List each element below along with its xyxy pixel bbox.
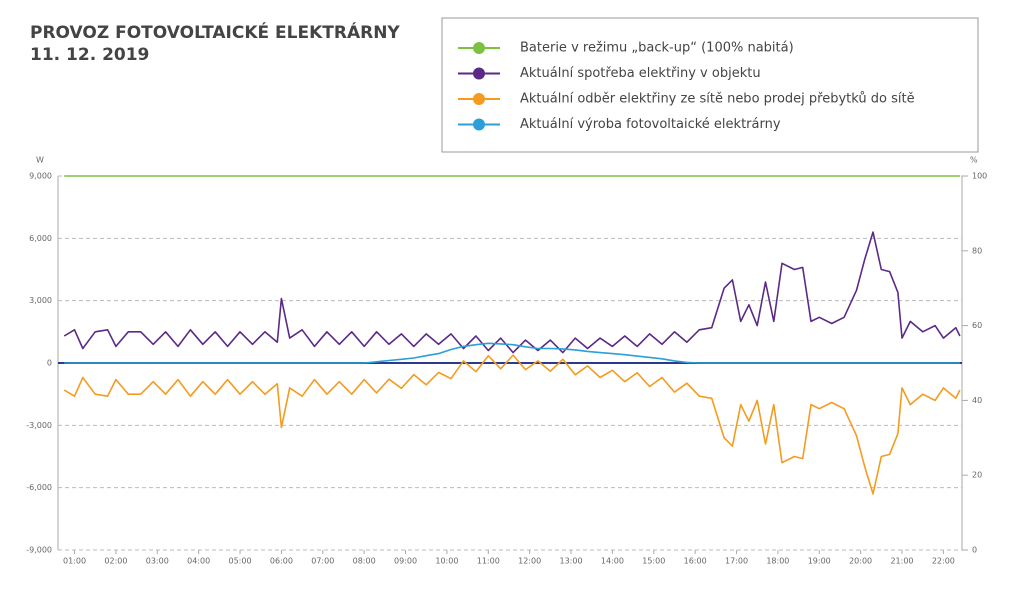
y2-tick-label: 100 — [972, 172, 987, 181]
series-line — [64, 342, 960, 364]
legend-marker — [473, 67, 485, 80]
y2-tick-label: 0 — [972, 546, 977, 555]
chart-subtitle: 11. 12. 2019 — [30, 45, 149, 65]
legend-label: Aktuální výroba fotovoltaické elektrárny — [520, 117, 781, 132]
y-tick-label: 9,000 — [29, 172, 52, 181]
legend-label: Baterie v režimu „back-up“ (100% nabitá) — [520, 41, 794, 56]
x-tick-label: 20:00 — [849, 557, 872, 566]
x-tick-label: 22:00 — [932, 557, 955, 566]
x-tick-label: 18:00 — [766, 557, 789, 566]
x-tick-label: 04:00 — [187, 557, 210, 566]
x-tick-label: 15:00 — [642, 557, 665, 566]
legend-marker — [473, 118, 485, 131]
series-line — [63, 354, 961, 495]
x-tick-label: 14:00 — [601, 557, 624, 566]
y-tick-label: 6,000 — [29, 234, 52, 243]
y2-tick-label: 20 — [972, 471, 982, 480]
y2-axis-label: % — [970, 156, 978, 165]
series-line — [63, 231, 961, 354]
x-tick-label: 16:00 — [684, 557, 707, 566]
y2-tick-label: 80 — [972, 246, 982, 255]
x-tick-label: 05:00 — [229, 557, 252, 566]
y-tick-label: 0 — [47, 359, 52, 368]
y-tick-label: -3,000 — [26, 421, 52, 430]
x-tick-label: 09:00 — [394, 557, 417, 566]
legend-marker — [473, 93, 485, 105]
y2-tick-label: 40 — [972, 396, 982, 405]
x-tick-label: 11:00 — [477, 557, 500, 566]
x-tick-label: 10:00 — [435, 557, 458, 566]
y-tick-label: 3,000 — [29, 296, 52, 305]
x-tick-label: 13:00 — [559, 557, 582, 566]
x-tick-label: 06:00 — [270, 557, 293, 566]
x-tick-label: 21:00 — [890, 557, 913, 566]
chart-title: PROVOZ FOTOVOLTAICKÉ ELEKTRÁRNY — [30, 21, 400, 43]
legend-box — [441, 17, 979, 153]
x-tick-label: 17:00 — [725, 557, 748, 566]
legend-label: Aktuální odběr elektřiny ze sítě nebo pr… — [520, 92, 915, 107]
x-tick-label: 08:00 — [353, 557, 376, 566]
x-tick-label: 03:00 — [146, 557, 169, 566]
x-tick-label: 01:00 — [63, 557, 86, 566]
x-tick-label: 07:00 — [311, 557, 334, 566]
y-tick-label: -6,000 — [26, 483, 52, 492]
x-tick-label: 02:00 — [104, 557, 127, 566]
y2-tick-label: 60 — [972, 321, 982, 330]
y-axis-label: W — [36, 156, 44, 165]
x-tick-label: 19:00 — [808, 557, 831, 566]
legend-label: Aktuální spotřeba elektřiny v objektu — [520, 66, 761, 81]
x-tick-label: 12:00 — [518, 557, 541, 566]
y-tick-label: -9,000 — [26, 546, 52, 555]
legend-marker — [473, 42, 485, 54]
